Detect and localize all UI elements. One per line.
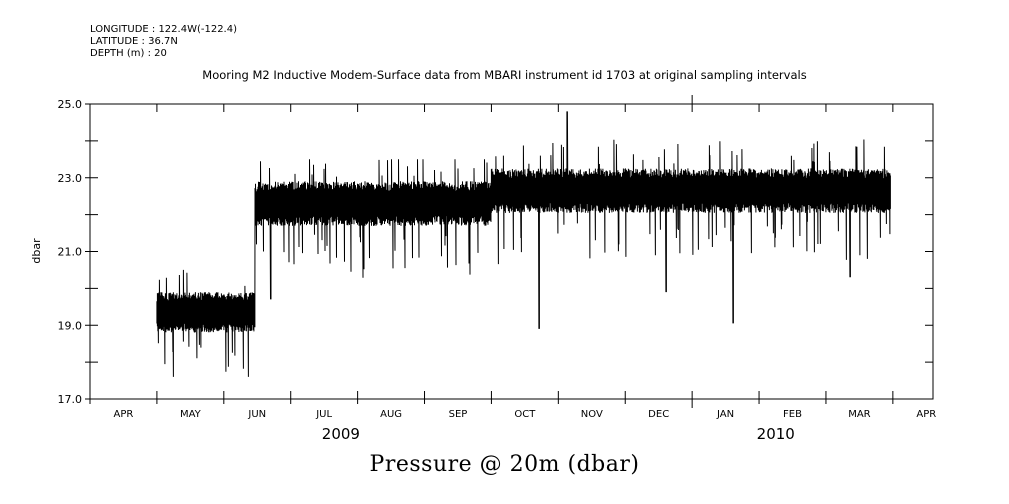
x-month-label: APR [916, 409, 936, 420]
pressure-series-line [156, 111, 891, 377]
bottom-title: Pressure @ 20m (dbar) [369, 452, 640, 477]
x-month-label: DEC [648, 409, 669, 420]
y-axis-label: dbar [30, 238, 43, 264]
x-month-label: MAR [848, 409, 870, 420]
x-month-label: JAN [716, 409, 734, 420]
longitude-text: LONGITUDE : 122.4W(-122.4) [90, 24, 237, 35]
axis-layer: 17.0 19.0 21.0 23.0 25.0 APR MAY JUN JUL AUG SEP OC… [58, 95, 936, 443]
x-month-label: NOV [581, 409, 603, 420]
x-month-label: APR [114, 409, 134, 420]
x-month-label: SEP [449, 409, 468, 420]
x-month-label: FEB [783, 409, 802, 420]
plot-frame [89, 103, 934, 400]
latitude-text: LATITUDE : 36.7N [90, 36, 178, 47]
x-year-label: 2010 [757, 425, 795, 443]
x-year-label: 2009 [322, 425, 360, 443]
chart-title: Mooring M2 Inductive Modem-Surface data … [202, 68, 807, 82]
metadata-block: LONGITUDE : 122.4W(-122.4) LATITUDE : 36… [90, 24, 237, 60]
x-month-label: JUL [315, 409, 332, 420]
y-tick-label: 25.0 [58, 98, 83, 111]
y-tick-label: 19.0 [58, 319, 83, 332]
y-tick-label: 21.0 [58, 246, 83, 259]
x-month-label: MAY [180, 409, 202, 420]
x-month-label: OCT [514, 409, 536, 420]
y-tick-label: 23.0 [58, 172, 83, 185]
x-month-label: JUN [247, 409, 266, 420]
series-layer [156, 111, 891, 377]
x-month-label: AUG [380, 409, 402, 420]
y-tick-label: 17.0 [58, 393, 83, 406]
depth-text: DEPTH (m) : 20 [90, 48, 167, 59]
